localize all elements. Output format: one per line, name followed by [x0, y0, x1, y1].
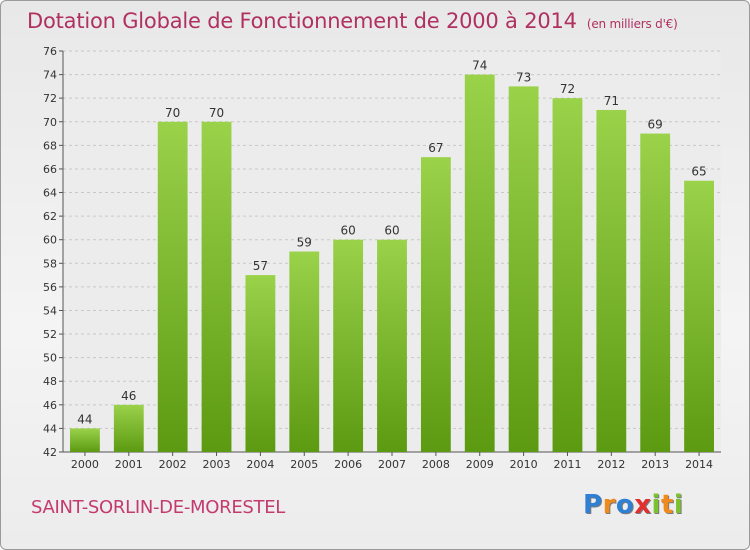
value-label-2010: 73 — [516, 70, 531, 84]
bar-2003 — [201, 121, 232, 452]
bar-2009 — [464, 74, 495, 453]
y-tick-label: 56 — [43, 281, 57, 294]
logo-letter: r — [602, 490, 616, 520]
value-label-2000: 44 — [77, 412, 92, 426]
value-label-2008: 67 — [428, 141, 443, 155]
bar-2010 — [508, 86, 539, 452]
x-tick-label: 2012 — [597, 458, 625, 471]
y-tick-label: 60 — [43, 234, 57, 247]
x-tick-label: 2005 — [290, 458, 318, 471]
y-tick-label: 52 — [43, 328, 57, 341]
x-tick-label: 2010 — [510, 458, 538, 471]
x-tick-label: 2014 — [685, 458, 713, 471]
value-label-2004: 57 — [253, 259, 268, 273]
value-label-2013: 69 — [648, 118, 663, 132]
y-tick-label: 76 — [43, 45, 57, 58]
value-label-2005: 59 — [297, 236, 312, 250]
value-label-2014: 65 — [691, 165, 706, 179]
bar-2005 — [289, 251, 320, 452]
value-label-2009: 74 — [472, 59, 487, 73]
bar-2007 — [377, 239, 407, 452]
bar-2002 — [157, 121, 188, 452]
label-layer: 44 2000 46 2001 70 2002 70 2003 57 2004 59 2005 60 20… — [71, 59, 713, 471]
chart-title: Dotation Globale de Fonctionnement de 20… — [27, 9, 678, 33]
y-tick-label: 48 — [43, 375, 57, 388]
bar-2011 — [552, 98, 583, 453]
value-label-2006: 60 — [340, 224, 355, 238]
x-tick-label: 2006 — [334, 458, 362, 471]
x-tick-label: 2008 — [422, 458, 450, 471]
title-text: Dotation Globale de Fonctionnement de 20… — [27, 9, 577, 33]
y-tick-label: 54 — [43, 304, 57, 317]
x-tick-label: 2011 — [553, 458, 581, 471]
bar-layer — [70, 74, 714, 453]
y-tick-label: 72 — [43, 92, 57, 105]
y-tick-label: 44 — [43, 422, 57, 435]
bar-2004 — [245, 275, 276, 452]
bar-2006 — [333, 239, 364, 452]
bar-2012 — [596, 109, 627, 453]
y-tick-label: 66 — [43, 163, 57, 176]
y-tick-label: 46 — [43, 399, 57, 412]
bar-2008 — [420, 157, 451, 452]
bar-2000 — [70, 428, 100, 452]
x-tick-label: 2000 — [71, 458, 99, 471]
x-tick-label: 2001 — [115, 458, 143, 471]
value-label-2012: 71 — [604, 94, 619, 108]
commune-name: SAINT-SORLIN-DE-MORESTEL — [31, 497, 286, 518]
x-tick-label: 2009 — [466, 458, 494, 471]
bar-2014 — [684, 180, 714, 452]
chart-subtitle: (en milliers d'€) — [586, 17, 678, 31]
axis-layer: 42 44 46 48 50 52 54 56 58 60 62 64 66 68 70 72 74 76 — [43, 45, 721, 459]
logo-letter: x — [634, 490, 652, 520]
y-tick-label: 70 — [43, 116, 57, 129]
x-tick-label: 2002 — [159, 458, 187, 471]
logo-letter: i — [673, 490, 684, 520]
proxiti-logo[interactable]: Proxiti — [583, 490, 683, 520]
bar-2013 — [640, 133, 671, 452]
value-label-2011: 72 — [560, 82, 575, 96]
y-tick-label: 64 — [43, 187, 57, 200]
y-tick-label: 68 — [43, 139, 57, 152]
y-tick-label: 42 — [43, 446, 57, 459]
y-tick-label: 50 — [43, 352, 57, 365]
x-tick-label: 2013 — [641, 458, 669, 471]
logo-letter: t — [660, 490, 674, 520]
x-tick-label: 2003 — [203, 458, 231, 471]
y-tick-label: 58 — [43, 257, 57, 270]
bar-2001 — [113, 404, 144, 452]
x-tick-label: 2004 — [246, 458, 274, 471]
value-label-2003: 70 — [209, 106, 224, 120]
logo-letter: P — [583, 490, 603, 520]
y-tick-label: 62 — [43, 210, 57, 223]
value-label-2001: 46 — [121, 389, 136, 403]
x-tick-label: 2007 — [378, 458, 406, 471]
value-label-2007: 60 — [384, 224, 399, 238]
logo-letter: i — [651, 490, 661, 520]
value-label-2002: 70 — [165, 106, 180, 120]
y-tick-label: 74 — [43, 69, 57, 82]
logo-letter: o — [615, 490, 635, 520]
